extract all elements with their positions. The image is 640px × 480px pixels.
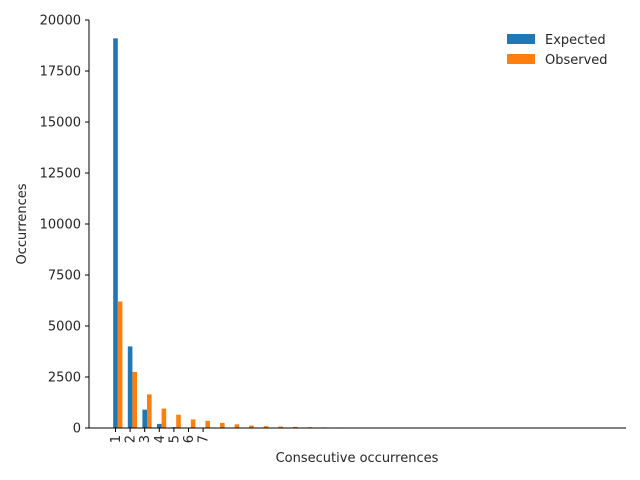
bar-observed-6 [190,419,196,428]
bar-observed-2 [132,371,137,428]
y-tick-label: 0 [73,422,81,437]
x-axis-label: Consecutive occurrences [276,451,439,466]
legend-swatch-observed [507,54,535,64]
bar-observed-8 [220,422,225,428]
bar-observed-11 [263,426,269,428]
legend-swatch-expected [507,34,535,44]
bar-observed-9 [234,424,240,428]
y-tick-label: 12500 [40,167,81,182]
y-axis-label: Occurrences [15,183,30,264]
legend-label-observed: Observed [545,53,608,68]
bar-expected-2 [127,346,133,428]
y-tick-label: 2500 [48,371,81,386]
y-tick-label: 10000 [40,218,81,233]
y-tick-label: 5000 [48,320,81,335]
bar-observed-3 [147,394,152,428]
legend: Expected Observed [507,33,608,68]
x-tick-label: 1 [109,435,124,443]
y-ticks: 0 2500 5000 7500 10000 12500 15000 17500 20000 [40,14,89,437]
y-tick-label: 7500 [48,269,81,284]
bar-observed-13 [293,426,298,428]
x-tick-label: 7 [197,435,212,443]
y-tick-label: 15000 [40,116,81,131]
y-tick-label: 20000 [40,14,81,29]
x-tick-label: 4 [153,435,168,443]
bar-expected-4 [157,423,162,428]
bar-observed-7 [205,420,210,428]
bar-observed-4 [161,408,167,428]
bar-expected-3 [142,409,147,428]
x-tick-label: 6 [182,435,197,443]
bars-layer [113,38,415,429]
bar-observed-5 [176,414,181,428]
x-tick-label: 3 [138,435,153,443]
bar-observed-12 [278,426,283,428]
x-tick-label: 5 [167,435,182,443]
bar-expected-1 [113,38,118,429]
bar-observed-10 [249,425,254,428]
x-tick-label: 2 [124,435,139,443]
bar-observed-1 [117,301,123,428]
legend-label-expected: Expected [545,33,606,48]
y-tick-label: 17500 [40,65,81,80]
